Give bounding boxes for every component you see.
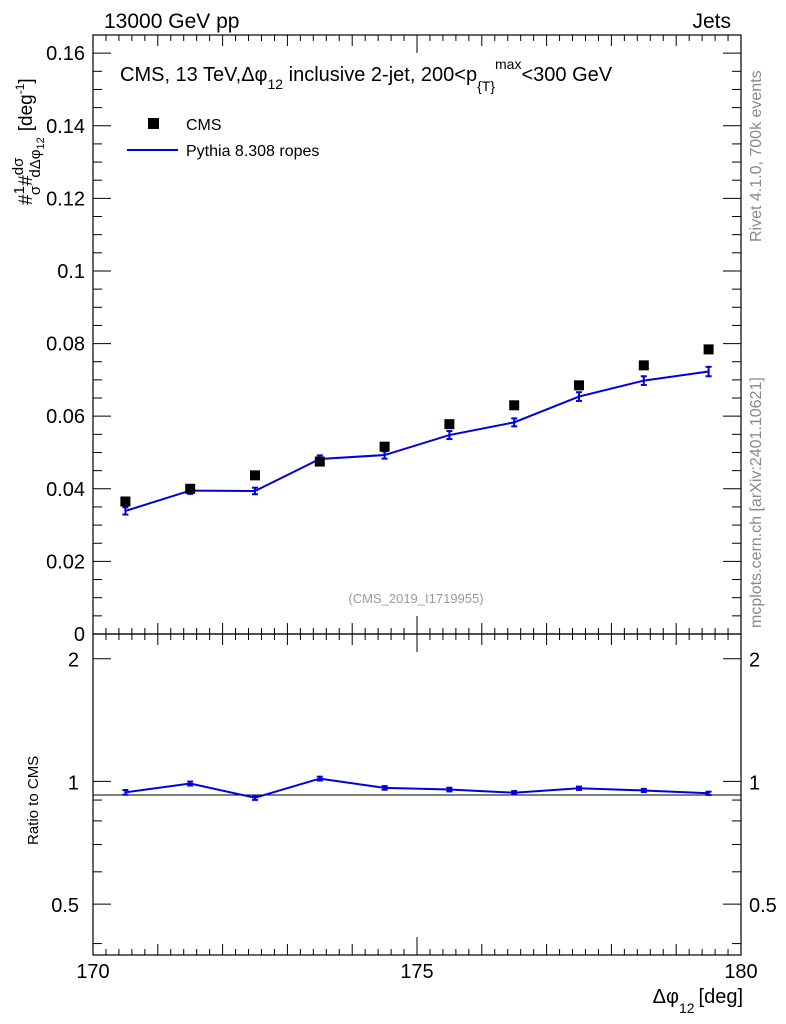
ratio-tick-label-left: 0.5: [51, 895, 79, 917]
y-tick-label: 0.02: [46, 551, 85, 573]
cms-point: [314, 456, 325, 467]
cms-point: [250, 470, 260, 481]
cms-point: [703, 344, 714, 355]
mcplots-label: mcplots.cern.ch [arXiv:2401.10621]: [748, 377, 765, 628]
cms-point: [379, 441, 390, 452]
legend-pythia-label: Pythia 8.308 ropes: [186, 143, 319, 160]
x-tick-label: 175: [400, 961, 433, 983]
y-tick-label: 0.08: [46, 334, 85, 356]
x-tick-label: 170: [76, 961, 109, 983]
y-axis-label: #1σ#dσdΔφ12[deg-1]: [10, 78, 47, 205]
ratio-tick-label-left: 2: [68, 650, 79, 672]
cms-point: [509, 400, 520, 411]
legend-cms-marker: [148, 118, 159, 129]
y-tick-label: 0.14: [46, 116, 85, 138]
y-tick-label: 0.1: [57, 261, 85, 283]
ratio-tick-label-right: 0.5: [749, 895, 777, 917]
rivet-label: Rivet 4.1.0, 700k events: [748, 70, 765, 242]
cms-point: [638, 360, 649, 371]
ratio-tick-labels: 0.5 0.5 1 1 2 2: [51, 650, 777, 917]
cms-point: [120, 496, 131, 507]
x-tick-label: 180: [724, 961, 757, 983]
header-right: Jets: [692, 10, 731, 33]
ratio-tick-label-right: 1: [749, 772, 760, 794]
ratio-tick-label-right: 2: [749, 650, 760, 672]
header-left: 13000 GeV pp: [104, 10, 239, 33]
cms-point: [185, 483, 196, 494]
chart-title: CMS, 13 TeV,Δφ12 inclusive 2-jet, 200<p{…: [120, 56, 613, 94]
data-marks: [120, 344, 714, 801]
y-tick-label: 0.16: [46, 43, 85, 65]
ratio-tick-label-left: 1: [68, 772, 79, 794]
y-tick-label: 0.12: [46, 188, 85, 210]
y-tick-labels: 0 0.02 0.04 0.06 0.08 0.1 0.12 0.14 0.16: [46, 43, 85, 646]
ratio-y-axis-label: Ratio to CMS: [25, 756, 42, 845]
x-tick-labels: 170 175 180: [76, 961, 757, 983]
x-axis-label: Δφ12 [deg]: [653, 986, 743, 1016]
pythia-line: [125, 370, 709, 512]
axes-ticks: [92, 34, 742, 955]
ratio-line: [125, 777, 709, 799]
y-tick-label: 0: [74, 624, 85, 646]
analysis-watermark: (CMS_2019_I1719955): [348, 591, 483, 606]
cms-point: [444, 419, 455, 430]
y-tick-label: 0.04: [46, 479, 85, 501]
cms-point: [574, 380, 584, 391]
y-tick-label: 0.06: [46, 406, 85, 428]
legend-cms-label: CMS: [186, 117, 222, 134]
